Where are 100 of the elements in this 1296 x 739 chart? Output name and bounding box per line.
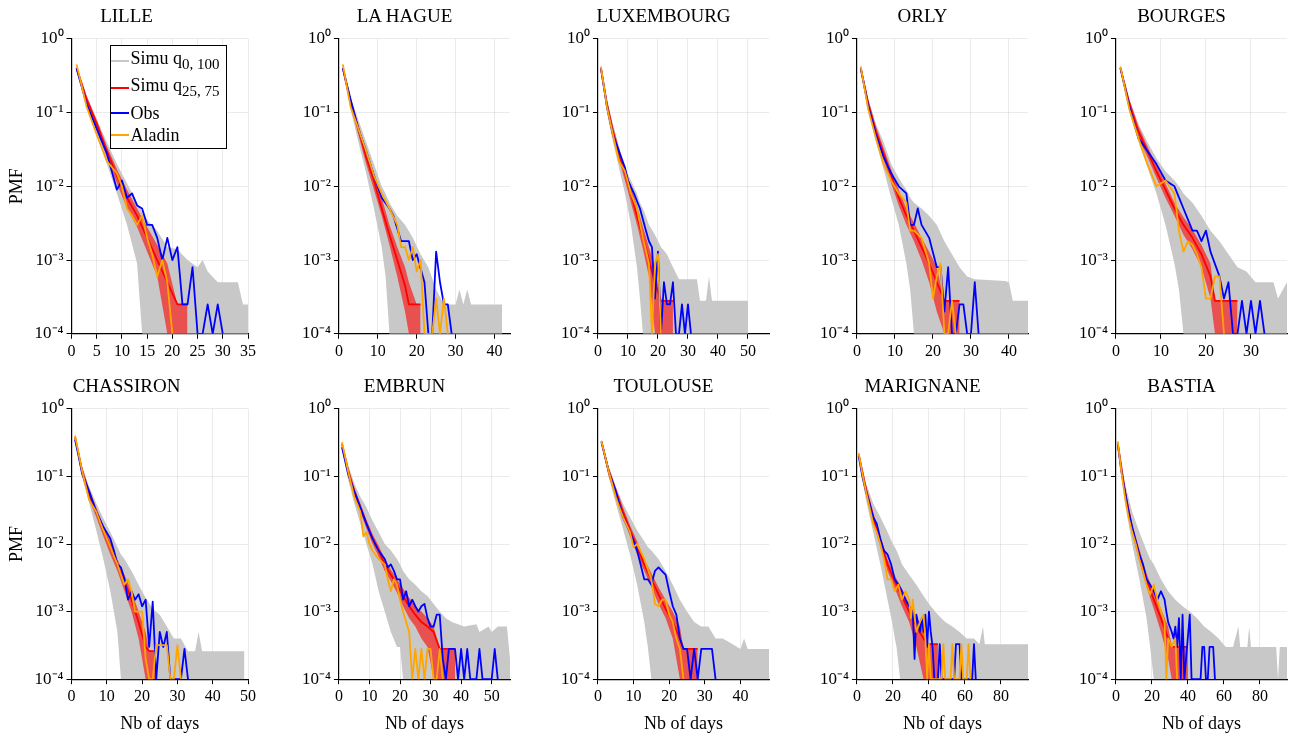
y-tick-label: 10⁻² <box>820 533 849 553</box>
x-tick-label: 30 <box>447 341 464 359</box>
x-tick-label: 30 <box>422 687 439 704</box>
x-tick-label: 0 <box>852 687 861 704</box>
y-axis-title: PMF <box>5 525 26 563</box>
x-tick-label: 40 <box>920 687 937 704</box>
x-tick-label: 30 <box>169 687 186 704</box>
x-tick-label: 10 <box>886 341 903 359</box>
y-tick-label: 10⁰ <box>566 398 590 418</box>
y-tick-label: 10⁻¹ <box>820 465 849 485</box>
y-tick-label: 10⁰ <box>307 398 331 418</box>
x-tick-label: 60 <box>956 687 973 704</box>
x-tick-label: 40 <box>1000 341 1017 359</box>
y-tick-label: 10⁻² <box>35 175 64 195</box>
y-tick-label: 10⁻¹ <box>35 465 64 485</box>
x-tick-label: 40 <box>709 341 726 359</box>
y-tick-label: 10⁰ <box>1084 28 1108 48</box>
x-tick-label: 10 <box>361 687 378 704</box>
x-tick-label: 40 <box>486 341 503 359</box>
x-tick-label: 50 <box>739 341 756 359</box>
x-tick-label: 0 <box>334 341 343 359</box>
y-tick-label: 10⁻² <box>35 533 64 553</box>
y-tick-label: 10⁰ <box>1084 398 1108 418</box>
x-tick-label: 20 <box>134 687 151 704</box>
y-tick-label: 10⁻¹ <box>820 102 849 122</box>
chart-title: TOULOUSE <box>613 375 714 397</box>
y-tick-label: 10⁻³ <box>302 249 331 269</box>
x-tick-label: 60 <box>1215 687 1232 704</box>
y-tick-label: 10⁻³ <box>1079 249 1108 269</box>
y-tick-label: 10⁻³ <box>561 601 590 621</box>
x-tick-label: 10 <box>1152 341 1169 359</box>
x-tick-label: 40 <box>732 687 749 704</box>
y-tick-label: 10⁰ <box>40 398 64 418</box>
x-tick-label: 20 <box>164 341 181 359</box>
x-tick-label: 10 <box>369 341 386 359</box>
y-tick-label: 10⁻³ <box>561 249 590 269</box>
x-tick-label: 20 <box>1143 687 1160 704</box>
x-tick-label: 0 <box>593 341 602 359</box>
x-tick-label: 0 <box>1111 687 1120 704</box>
x-tick-label: 20 <box>661 687 678 704</box>
x-axis-title: Nb of days <box>384 712 464 733</box>
y-axis-title: PMF <box>5 168 26 205</box>
y-tick-label: 10⁻¹ <box>302 465 331 485</box>
x-tick-label: 80 <box>1251 687 1268 704</box>
x-tick-label: 0 <box>334 687 343 704</box>
y-tick-label: 10⁻⁴ <box>819 668 849 688</box>
y-tick-label: 10⁻¹ <box>1079 465 1108 485</box>
x-tick-label: 20 <box>1197 341 1214 359</box>
x-tick-label: 20 <box>392 687 409 704</box>
x-tick-label: 40 <box>1179 687 1196 704</box>
y-tick-label: 10⁻² <box>302 533 331 553</box>
y-tick-label: 10⁻³ <box>35 601 64 621</box>
y-tick-label: 10⁰ <box>40 28 64 48</box>
y-tick-label: 10⁻¹ <box>302 102 331 122</box>
x-tick-label: 20 <box>884 687 901 704</box>
x-tick-label: 0 <box>1111 341 1120 359</box>
x-axis-title: Nb of days <box>1161 712 1241 733</box>
y-tick-label: 10⁻¹ <box>561 102 590 122</box>
legend-label: Simu q$_{0, 100}$ <box>130 46 220 74</box>
x-tick-label: 30 <box>214 341 231 359</box>
x-tick-label: 5 <box>92 341 101 359</box>
x-tick-label: 20 <box>408 341 425 359</box>
chart-title: LILLE <box>100 5 153 27</box>
y-tick-label: 10⁰ <box>825 398 849 418</box>
y-tick-label: 10⁻⁴ <box>34 668 64 688</box>
chart-title: EMBRUN <box>363 375 446 397</box>
y-tick-label: 10⁻² <box>1079 175 1108 195</box>
legend-label: Aladin <box>130 124 180 146</box>
x-tick-label: 35 <box>240 341 256 359</box>
y-tick-label: 10⁻¹ <box>1079 102 1108 122</box>
chart-title: LA HAGUE <box>356 5 453 27</box>
y-tick-label: 10⁻⁴ <box>560 668 590 688</box>
y-tick-label: 10⁻⁴ <box>301 323 331 343</box>
y-tick-label: 10⁻¹ <box>561 465 590 485</box>
y-tick-label: 10⁰ <box>566 28 590 48</box>
y-tick-label: 10⁻² <box>820 175 849 195</box>
x-tick-label: 0 <box>67 341 76 359</box>
x-tick-label: 30 <box>962 341 979 359</box>
x-tick-label: 50 <box>483 687 500 704</box>
x-tick-label: 40 <box>204 687 221 704</box>
x-tick-label: 10 <box>113 341 130 359</box>
y-tick-label: 10⁻³ <box>1079 601 1108 621</box>
chart-title: BASTIA <box>1147 375 1217 397</box>
x-tick-label: 30 <box>696 687 713 704</box>
x-tick-label: 25 <box>189 341 206 359</box>
chart-title: LUXEMBOURG <box>596 5 731 27</box>
x-tick-label: 80 <box>992 687 1009 704</box>
x-tick-label: 20 <box>649 341 666 359</box>
x-tick-label: 50 <box>240 687 256 704</box>
y-tick-label: 10⁻⁴ <box>1078 323 1108 343</box>
chart-title: MARIGNANE <box>864 375 981 397</box>
x-tick-label: 0 <box>67 687 76 704</box>
x-axis-title: Nb of days <box>120 712 200 733</box>
y-tick-label: 10⁻⁴ <box>34 323 64 343</box>
x-axis-title: Nb of days <box>902 712 982 733</box>
y-tick-label: 10⁻⁴ <box>301 668 331 688</box>
chart-title: ORLY <box>897 5 948 27</box>
y-tick-label: 10⁻³ <box>35 249 64 269</box>
x-tick-label: 15 <box>139 341 156 359</box>
x-tick-label: 0 <box>593 687 602 704</box>
